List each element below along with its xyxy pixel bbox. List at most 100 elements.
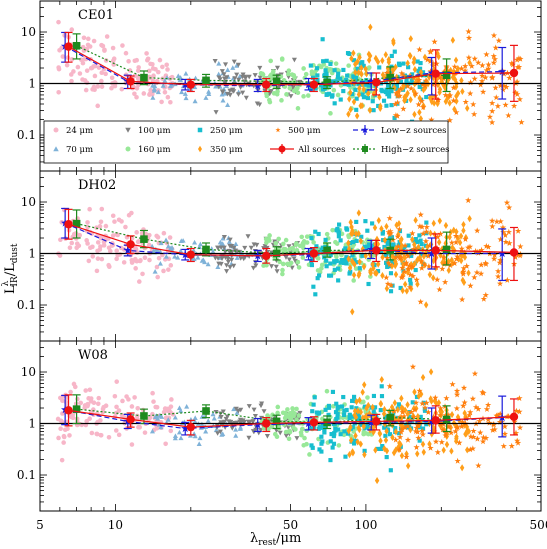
scatter-point: [315, 256, 321, 261]
scatter-point: [392, 100, 399, 107]
scatter-point: [409, 363, 417, 370]
scatter-point: [338, 97, 343, 102]
panel-label: W08: [78, 348, 108, 363]
scatter-point: [77, 421, 83, 427]
scatter-point: [342, 429, 347, 434]
scatter-point: [155, 89, 161, 95]
scatter-point: [205, 261, 211, 267]
scatter-point: [388, 282, 395, 288]
scatter-point: [247, 419, 253, 425]
scatter-point: [398, 254, 405, 261]
scatter-point: [319, 434, 324, 439]
scatter-point: [268, 58, 274, 64]
scatter-point: [80, 60, 86, 66]
scatter-point: [331, 87, 337, 93]
scatter-point: [146, 68, 152, 74]
scatter-point: [156, 69, 161, 75]
scatter-point: [347, 95, 352, 103]
scatter-point: [440, 254, 448, 261]
scatter-point: [431, 99, 437, 107]
scatter-point: [333, 61, 339, 66]
scatter-point: [373, 446, 378, 454]
scatter-point: [338, 76, 343, 81]
scatter-point: [388, 289, 394, 294]
scatter-point: [235, 92, 242, 97]
scatter-point: [277, 430, 283, 436]
scatter-point: [398, 79, 404, 84]
scatter-point: [221, 235, 227, 240]
scatter-point: [288, 260, 294, 266]
series-point: [140, 73, 148, 82]
scatter-point: [324, 388, 330, 394]
scatter-point: [75, 64, 81, 70]
scatter-point: [462, 62, 469, 69]
scatter-point: [106, 262, 111, 268]
scatter-point: [98, 418, 103, 423]
scatter-point: [215, 431, 221, 436]
scatter-point: [135, 405, 141, 411]
scatter-point: [464, 427, 470, 435]
scatter-point: [373, 405, 378, 410]
scatter-point: [324, 92, 330, 97]
scatter-point: [446, 423, 453, 430]
scatter-point: [367, 242, 372, 247]
scatter-point: [404, 83, 411, 89]
scatter-point: [383, 436, 389, 444]
scatter-point: [317, 410, 322, 415]
scatter-point: [319, 247, 324, 253]
scatter-point: [399, 409, 406, 415]
scatter-point: [361, 95, 366, 100]
scatter-point: [430, 81, 437, 88]
scatter-point: [505, 112, 512, 119]
scatter-point: [500, 82, 507, 89]
scatter-point: [222, 62, 229, 67]
legend-marker: [361, 126, 369, 134]
scatter-point: [424, 56, 431, 63]
scatter-point: [352, 438, 357, 443]
scatter-point: [280, 267, 285, 273]
scatter-point: [475, 59, 482, 66]
scatter-point: [330, 445, 335, 450]
scatter-point: [451, 63, 458, 70]
scatter-point: [380, 231, 385, 236]
scatter-point: [389, 258, 394, 263]
scatter-point: [286, 244, 292, 249]
scatter-point: [120, 398, 125, 404]
scatter-point: [412, 110, 417, 118]
scatter-point: [425, 263, 432, 270]
scatter-point: [471, 370, 479, 377]
scatter-point: [212, 58, 218, 64]
scatter-point: [97, 224, 103, 229]
scatter-point: [298, 430, 304, 435]
scatter-point: [266, 426, 271, 432]
scatter-point: [155, 415, 161, 421]
scatter-point: [434, 96, 441, 103]
scatter-point: [132, 73, 138, 78]
series-point: [72, 41, 81, 50]
scatter-point: [99, 256, 105, 262]
scatter-point: [399, 452, 405, 460]
scatter-point: [336, 443, 342, 448]
scatter-point: [56, 66, 62, 72]
scatter-point: [338, 432, 343, 437]
scatter-point: [393, 89, 400, 96]
scatter-point: [415, 101, 422, 108]
scatter-point: [449, 256, 454, 264]
panel-label: DH02: [78, 178, 116, 193]
scatter-point: [347, 51, 352, 57]
scatter-point: [383, 90, 388, 95]
scatter-point: [349, 91, 355, 97]
scatter-point: [439, 426, 446, 433]
scatter-point: [482, 434, 490, 441]
scatter-point: [489, 217, 496, 224]
scatter-point: [502, 232, 509, 238]
scatter-point: [313, 292, 318, 297]
scatter-point: [363, 219, 368, 224]
scatter-point: [324, 231, 330, 237]
scatter-point: [212, 255, 218, 261]
scatter-point: [398, 237, 403, 245]
scatter-point: [178, 238, 184, 243]
scatter-point: [396, 446, 403, 453]
scatter-point: [323, 68, 328, 73]
scatter-point: [245, 234, 251, 239]
